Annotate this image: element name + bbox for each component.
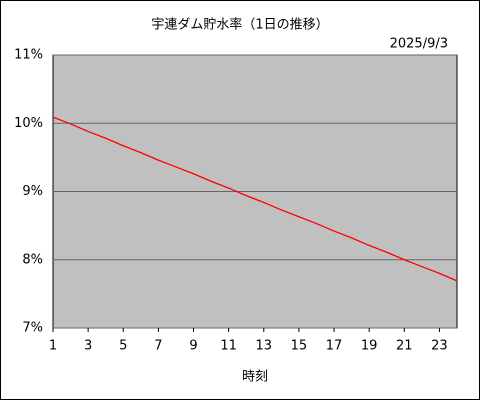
date-label: 2025/9/3 xyxy=(390,37,448,52)
y-tick-label: 10% xyxy=(14,116,43,131)
x-tick-label: 3 xyxy=(84,339,92,354)
x-tick-label: 17 xyxy=(326,339,343,354)
x-tick-label: 7 xyxy=(154,339,162,354)
chart-title: 宇連ダム貯水率（1日の推移） xyxy=(151,17,328,33)
x-tick-label: 19 xyxy=(361,339,378,354)
x-tick-label: 11 xyxy=(220,339,237,354)
x-tick-label: 1 xyxy=(49,339,57,354)
x-axis-label: 時刻 xyxy=(242,370,268,385)
x-tick-label: 15 xyxy=(291,339,308,354)
data-line xyxy=(52,116,458,282)
y-tick-label: 11% xyxy=(14,48,43,63)
y-tick-label: 8% xyxy=(22,252,43,267)
y-tick-label: 7% xyxy=(22,321,43,336)
x-tick-label: 5 xyxy=(119,339,127,354)
y-tick-label: 9% xyxy=(22,184,43,199)
x-tick-label: 9 xyxy=(189,339,197,354)
x-tick-label: 13 xyxy=(256,339,273,354)
x-tick-label: 23 xyxy=(431,339,448,354)
x-tick-label: 21 xyxy=(396,339,413,354)
